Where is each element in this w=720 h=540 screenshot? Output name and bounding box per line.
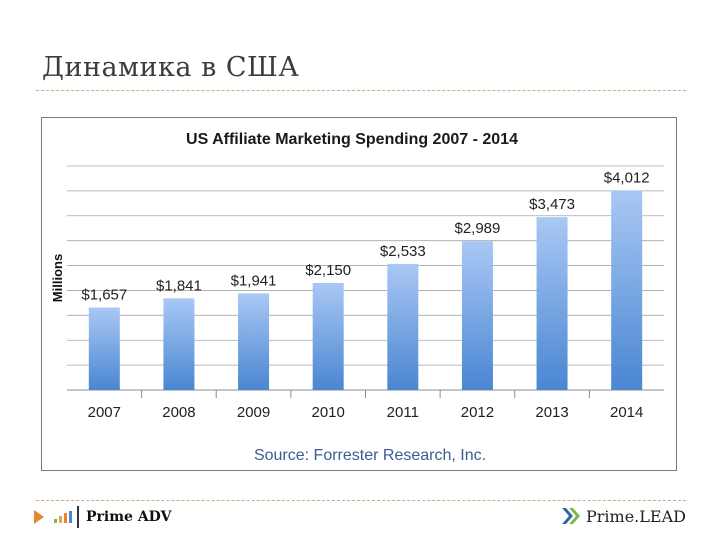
play-arrow-icon [34, 510, 44, 524]
data-label-2014: $4,012 [604, 169, 650, 186]
chart-title: US Affiliate Marketing Spending 2007 - 2… [186, 131, 518, 148]
x-tick-label-2012: 2012 [461, 404, 494, 421]
x-tick-label-2013: 2013 [535, 404, 568, 421]
y-axis-label: Millions [50, 254, 65, 302]
bar-2007 [88, 307, 120, 390]
footer-divider [36, 500, 686, 501]
data-label-2009: $1,941 [231, 272, 277, 289]
x-tick-label-2011: 2011 [387, 404, 419, 421]
bar-2014 [611, 190, 643, 390]
chart-frame: US Affiliate Marketing Spending 2007 - 2… [41, 117, 677, 471]
bar-series [88, 190, 643, 390]
x-axis-ticks: 2007 2008 2009 2010 2011 2012 2013 2014 [88, 390, 643, 421]
x-tick-label-2007: 2007 [88, 404, 121, 421]
prime-adv-text: Prime ADV [86, 509, 172, 525]
primelead-logo: Prime.LEAD [560, 506, 686, 526]
bar-chart: US Affiliate Marketing Spending 2007 - 2… [50, 131, 664, 464]
logo-separator [77, 506, 79, 528]
bar-2013 [536, 217, 568, 390]
data-labels: $1,657 $1,841 $1,941 $2,150 $2,533 $2,989 $3,4… [81, 169, 649, 303]
data-label-2008: $1,841 [156, 277, 202, 294]
bar-2011 [387, 263, 419, 390]
bar-2008 [163, 298, 195, 390]
prime-adv-logo: Prime ADV [54, 506, 171, 528]
bar-2010 [312, 282, 344, 390]
data-label-2011: $2,533 [380, 243, 426, 260]
slide-title: Динамика в США [42, 52, 300, 83]
data-label-2013: $3,473 [529, 196, 575, 213]
x-tick-label-2010: 2010 [312, 404, 345, 421]
bar-chart-logo-icon [54, 511, 72, 523]
x-tick-label-2014: 2014 [610, 404, 643, 421]
double-chevron-logo-icon [562, 508, 580, 524]
data-label-2012: $2,989 [454, 220, 500, 237]
bar-2012 [461, 241, 493, 390]
primelead-text: Prime.LEAD [586, 506, 686, 526]
title-divider [36, 90, 686, 91]
x-tick-label-2008: 2008 [162, 404, 195, 421]
source-note: Source: Forrester Research, Inc. [254, 447, 486, 464]
bar-2009 [238, 293, 270, 390]
data-label-2007: $1,657 [81, 287, 127, 304]
x-tick-label-2009: 2009 [237, 404, 270, 421]
data-label-2010: $2,150 [305, 262, 351, 279]
